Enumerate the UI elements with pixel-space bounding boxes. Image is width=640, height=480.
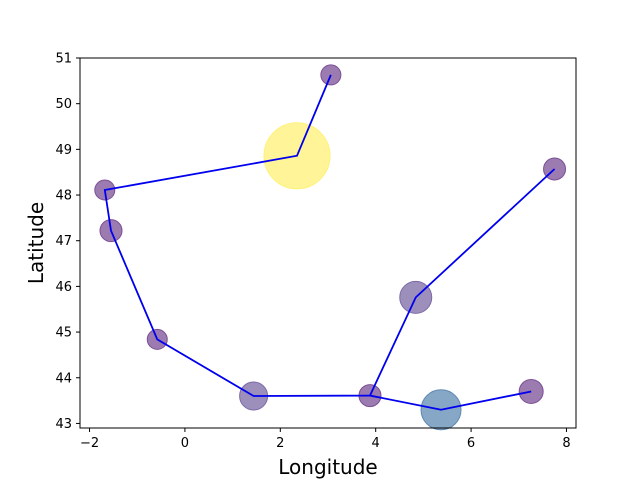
y-tick-label: 50: [55, 97, 72, 112]
plot-marks: [94, 64, 567, 431]
x-axis: −2 0 2 4 6 8: [80, 428, 571, 451]
y-tick-label: 46: [55, 280, 72, 295]
x-axis-label: Longitude: [278, 455, 377, 479]
x-tick-label: 0: [181, 436, 189, 451]
y-tick-label: 47: [55, 234, 72, 249]
x-tick-label: 6: [467, 436, 475, 451]
route-line-2: [369, 390, 532, 411]
route-line-1: [103, 74, 556, 397]
y-tick-label: 48: [55, 189, 72, 204]
plot-frame: [79, 57, 577, 429]
y-axis: 43 44 45 46 47 48 49 50 51: [55, 52, 80, 432]
y-tick-label: 51: [55, 52, 72, 67]
x-tick-label: 4: [372, 436, 380, 451]
y-tick-label: 43: [55, 417, 72, 432]
x-tick-label: −2: [80, 436, 99, 451]
x-tick-label: 8: [562, 436, 570, 451]
y-tick-label: 45: [55, 326, 72, 341]
y-axis-label: Latitude: [24, 202, 48, 284]
x-tick-label: 2: [276, 436, 284, 451]
y-tick-label: 44: [55, 371, 72, 386]
y-tick-label: 49: [55, 143, 72, 158]
